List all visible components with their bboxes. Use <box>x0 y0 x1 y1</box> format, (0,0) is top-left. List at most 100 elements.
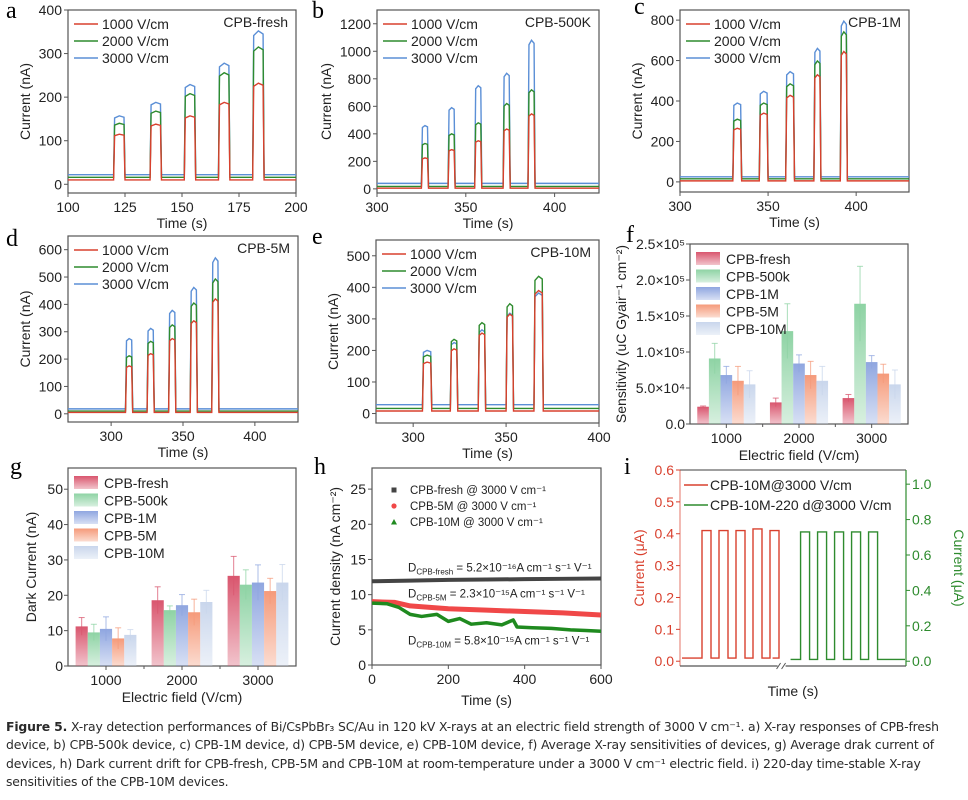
y-tick-label: 1000 <box>340 43 371 59</box>
panel-label: f <box>626 222 634 248</box>
y-tick-label: 0 <box>55 658 63 674</box>
caption-line-1: X-ray detection performances of Bi/CsPbB… <box>71 719 939 734</box>
series-line-1000-V-cm <box>680 50 909 182</box>
x-axis-label: Time (s) <box>463 215 514 231</box>
plot-frame <box>371 467 602 666</box>
bar-CPB-1M <box>720 375 733 424</box>
y-tick-label-left: 0.4 <box>655 526 675 542</box>
caption-line-3: devices, h) Dark current drift for CPB-f… <box>6 755 921 771</box>
annotation-subscript: CPB-5M <box>416 593 447 602</box>
y-axis-label: Current (nA) <box>629 62 645 139</box>
panel-h: h 0 200 400 600 0 5 10 15 20 25 Time (s) Current de… <box>310 454 613 708</box>
legend-label: 3000 V/cm <box>411 50 478 66</box>
chart-title: CPB-1M <box>848 14 901 30</box>
panel-d: d 300 350 400 0 100 200 300 400 500 600 Time (s) Cu… <box>0 226 310 460</box>
y-tick-label: 100 <box>39 378 63 394</box>
legend-label: CPB-1M <box>104 510 157 526</box>
x-tick-label: 175 <box>227 199 251 215</box>
legend-label: 3000 V/cm <box>714 50 781 66</box>
y-tick-label: 20 <box>350 516 366 532</box>
chart-b: 300 350 400 0 200 400 600 800 1000 1200 Time (s) Cu… <box>318 9 600 231</box>
x-tick-label: 300 <box>668 198 692 214</box>
legend-swatch <box>696 287 720 300</box>
y-tick-label: 400 <box>39 2 63 18</box>
y-tick-label-left: 0.3 <box>655 558 675 574</box>
x-tick-label: 125 <box>113 199 137 215</box>
legend-label: CPB-fresh <box>104 475 169 491</box>
annotation-subscript: CPB-10M <box>416 641 451 650</box>
legend-label: 2000 V/cm <box>714 33 781 49</box>
y-tick-label: 0 <box>54 176 62 192</box>
y-axis-label: Current (μA) <box>631 529 647 606</box>
bar-CPB-500k <box>163 610 176 666</box>
y-axis-label: Sensitivity (uC Gyair⁻¹ cm⁻²) <box>613 245 629 423</box>
y-tick-label: 2.0×10⁵ <box>636 272 685 288</box>
y-tick-label: 500 <box>347 248 371 264</box>
y-tick-label: 200 <box>651 133 675 149</box>
series-line-2000-V-cm <box>68 46 296 179</box>
annotation-value: = 5.8×10⁻¹⁵A cm⁻¹ s⁻¹ V⁻¹ <box>451 636 590 648</box>
series-line-CPB-10M-220d <box>790 531 905 661</box>
bar-CPB-1M <box>99 628 113 666</box>
chart-c: 300 350 400 0 200 400 600 800 Time (s) Current (n… <box>629 9 910 230</box>
bar-CPB-10M <box>889 384 901 424</box>
panel-i: i 0.0 0.1 0.2 0.3 0.4 0.5 0.6 0.0 0.2 0.4 0.6 0.8 1.… <box>610 454 968 708</box>
panel-label: b <box>312 0 324 24</box>
y-tick-label: 200 <box>39 351 63 367</box>
legend-label: CPB-fresh @ 3000 V cm⁻¹ <box>410 485 546 497</box>
legend-label: 1000 V/cm <box>714 16 781 32</box>
x-axis-label: Time (s) <box>461 692 512 708</box>
panel-c: c 300 350 400 0 200 400 600 800 Time (s) Current … <box>620 0 968 230</box>
y-axis-label: Current (nA) <box>325 293 341 370</box>
series-line-1000-V-cm <box>68 297 298 414</box>
x-tick-label: 300 <box>99 428 123 444</box>
chart-title: CPB-5M <box>237 240 290 256</box>
y-tick-label: 400 <box>651 93 675 109</box>
x-tick-label: 100 <box>56 199 80 215</box>
x-tick-label: 3000 <box>856 430 887 446</box>
diffusion-annotation: DCPB-5M = 2.3×10⁻¹⁵A cm⁻¹ s⁻¹ V⁻¹ <box>408 588 585 602</box>
x-axis-label: Electric field (V/cm) <box>122 689 243 705</box>
y-tick-label: 400 <box>347 279 371 295</box>
y-axis-label: Current (nA) <box>17 63 33 140</box>
bar-CPB-5M <box>264 591 277 666</box>
y-tick-label: 500 <box>39 269 63 285</box>
legend-label: CPB-10M@3000 V/cm <box>710 477 852 493</box>
bar-CPB-fresh <box>151 600 164 666</box>
legend-marker-circle <box>391 503 397 509</box>
legend-swatch <box>74 528 98 542</box>
annotation-base: D <box>408 636 416 648</box>
bar-CPB-fresh <box>75 626 88 666</box>
legend-swatch <box>74 546 98 559</box>
y-tick-label: 1.5×10⁵ <box>636 308 685 324</box>
series-line-1000-V-cm <box>68 82 296 181</box>
y-tick-label: 0.0 <box>666 416 686 432</box>
y-tick-label: 15 <box>350 551 366 567</box>
x-axis-label: Time (s) <box>769 214 820 230</box>
legend-label: CPB-10M-220 d@3000 V/cm <box>710 497 892 513</box>
y-tick-label: 40 <box>47 517 63 533</box>
bar-CPB-fresh <box>769 402 782 424</box>
chart-title: CPB-10M <box>530 244 591 260</box>
y-tick-label-right: 0.4 <box>912 582 932 598</box>
x-tick-label: 600 <box>589 671 613 687</box>
legend-swatch <box>696 304 720 318</box>
x-tick-label: 350 <box>454 199 478 215</box>
legend-label: 2000 V/cm <box>102 33 169 49</box>
x-axis-label: Time (s) <box>157 215 208 231</box>
x-axis-label: Electric field (V/cm) <box>739 447 860 463</box>
y-tick-label-right: 0.2 <box>912 618 932 634</box>
bar-CPB-10M <box>124 634 137 666</box>
y-tick-label: 1200 <box>340 16 371 32</box>
series-line-square <box>371 576 602 584</box>
x-axis-label: Time (s) <box>158 444 209 460</box>
y-tick-label: 600 <box>348 98 372 114</box>
y-tick-label: 0 <box>362 406 370 422</box>
diffusion-annotation: DCPB-10M = 5.8×10⁻¹⁵A cm⁻¹ s⁻¹ V⁻¹ <box>408 636 590 650</box>
x-tick-label: 400 <box>587 429 611 445</box>
series-line-2000-V-cm <box>376 275 599 410</box>
y-tick-label: 800 <box>348 71 372 87</box>
legend-label: 1000 V/cm <box>102 242 169 258</box>
bar-CPB-10M <box>743 384 756 424</box>
chart-a: 100 125 150 175 200 0 100 200 300 400 Time (s) Curr… <box>17 2 308 231</box>
